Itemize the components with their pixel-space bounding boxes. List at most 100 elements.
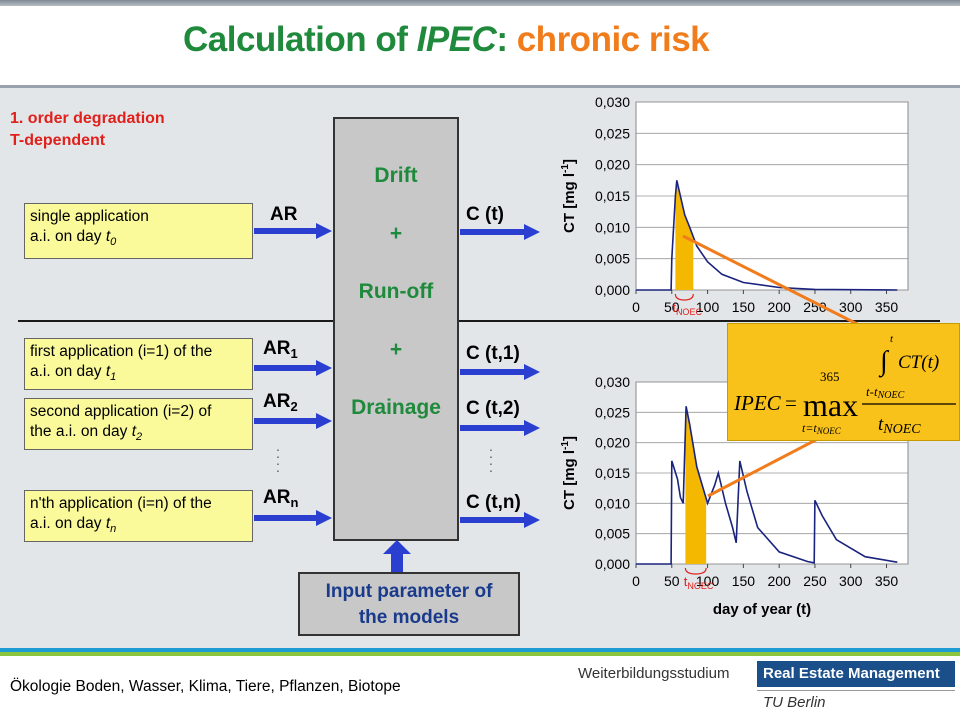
center-drift: Drift	[374, 164, 418, 187]
first-sub: 1	[110, 371, 117, 384]
label-ar1: AR1	[263, 338, 298, 361]
label-ctn: C (t,n)	[466, 492, 521, 513]
y-tick-label: 0,000	[595, 556, 630, 572]
input-param-line2: the models	[358, 607, 460, 628]
x-tick-label: 150	[732, 299, 756, 315]
formula-eq: =	[785, 391, 797, 415]
section-divider	[18, 320, 940, 322]
integral-icon: ∫	[878, 346, 890, 378]
input-param-line1: Input parameter of	[325, 581, 493, 602]
tnoec-label: tNOEC	[672, 300, 702, 317]
ipec-formula-box: IPEC = 365 max t=tNOEC t ∫ CT(t) t-tNOEC…	[727, 323, 960, 441]
y-tick-label: 0,000	[595, 282, 630, 298]
arn-sub: n	[290, 495, 299, 510]
label-ct1: C (t,1)	[466, 343, 520, 364]
x-tick-label: 200	[767, 573, 791, 589]
title-italic: IPEC	[416, 20, 497, 59]
up-arrow	[383, 540, 411, 574]
first-application-box: first application (i=1) of the a.i. on d…	[24, 338, 253, 390]
noec-shaded-area	[685, 406, 707, 564]
x-tick-label: 250	[803, 573, 827, 589]
title-part2: chronic risk	[516, 20, 710, 59]
label-arn: ARn	[263, 487, 298, 510]
footer-tu-berlin: TU Berlin	[763, 694, 826, 711]
ar1-base: AR	[263, 338, 291, 359]
title-colon: :	[496, 20, 517, 59]
arrow-ar2	[254, 413, 332, 429]
center-plus2: +	[389, 338, 403, 361]
arrow-arn	[254, 510, 332, 526]
nth-line1: n'th application (i=n) of the	[30, 495, 212, 512]
y-tick-label: 0,030	[595, 94, 630, 110]
x-axis-label: day of year (t)	[713, 601, 811, 618]
input-parameter-box: Input parameter of the models	[298, 572, 520, 636]
x-tick-label: 100	[696, 299, 720, 315]
formula-int-lower: t-tNOEC	[866, 384, 905, 401]
y-tick-label: 0,005	[595, 526, 630, 542]
nth-var: t	[105, 515, 111, 532]
title-bar	[0, 0, 960, 88]
footer-weiterbildung: Weiterbildungsstudium	[578, 665, 730, 682]
x-tick-label: 150	[732, 573, 756, 589]
formula-int-upper: t	[890, 333, 894, 345]
single-var: t	[105, 228, 111, 245]
footer-subject-text: Ökologie Boden, Wasser, Klima, Tiere, Pf…	[10, 678, 401, 695]
single-sub: 0	[110, 236, 117, 249]
order-degradation-label: 1. order degradation T-dependent	[10, 110, 165, 149]
x-tick-label: 350	[875, 573, 899, 589]
y-tick-label: 0,015	[595, 465, 630, 481]
x-tick-label: 100	[696, 573, 720, 589]
x-tick-label: 300	[839, 573, 863, 589]
formula-ipec: IPEC	[733, 391, 782, 415]
single-line2: a.i. on day t0	[30, 227, 247, 252]
x-tick-label: 350	[875, 299, 899, 315]
x-tick-label: 300	[839, 299, 863, 315]
label-ct2: C (t,2)	[466, 398, 520, 419]
label-ct: C (t)	[466, 204, 504, 225]
x-tick-label: 0	[632, 299, 640, 315]
y-tick-label: 0,025	[595, 404, 630, 420]
y-axis-label: CT [mg l-1]	[560, 436, 578, 510]
connector-top	[682, 234, 866, 330]
label-ar: AR	[270, 204, 298, 225]
footer-green-line	[0, 652, 960, 656]
arrow-ct2	[460, 420, 540, 436]
y-tick-label: 0,005	[595, 251, 630, 267]
footer-rem-logo: Real Estate Management	[757, 661, 955, 687]
arrow-ct1	[460, 364, 540, 380]
arrow-ar	[254, 223, 332, 239]
center-plus1: +	[389, 222, 403, 245]
ar1-sub: 1	[290, 346, 298, 361]
second-line2-text: the a.i. on day	[30, 423, 132, 440]
y-tick-label: 0,020	[595, 435, 630, 451]
x-tick-label: 0	[632, 573, 640, 589]
y-tick-label: 0,030	[595, 374, 630, 390]
nth-line2: a.i. on day tn	[30, 514, 247, 539]
x-tick-label: 50	[664, 299, 680, 315]
tnoec-label: tNOEC	[684, 574, 714, 591]
formula-upper: 365	[820, 369, 840, 384]
second-line1: second application (i=2) of	[30, 403, 212, 420]
y-tick-label: 0,025	[595, 125, 630, 141]
center-drainage: Drainage	[351, 396, 441, 419]
ipec-formula: IPEC = 365 max t=tNOEC t ∫ CT(t) t-tNOEC…	[733, 333, 956, 437]
tnoec-bracket	[684, 567, 707, 575]
tnoec-bracket	[674, 293, 694, 301]
y-axis-label: CT [mg l-1]	[560, 159, 578, 233]
second-sub: 2	[136, 431, 143, 444]
y-tick-label: 0,010	[595, 495, 630, 511]
ar2-sub: 2	[290, 399, 298, 414]
nth-application-box: n'th application (i=n) of the a.i. on da…	[24, 490, 253, 542]
formula-lower: t=tNOEC	[802, 421, 842, 436]
nth-sub: n	[110, 523, 117, 536]
title-top-line	[0, 0, 960, 6]
arn-base: AR	[263, 487, 291, 508]
center-process-box	[333, 117, 459, 541]
first-line1: first application (i=1) of the	[30, 343, 213, 360]
second-line2: the a.i. on day t2	[30, 422, 247, 447]
right-ellipsis: · · · ·	[488, 441, 494, 478]
nth-line2-text: a.i. on day	[30, 515, 106, 532]
